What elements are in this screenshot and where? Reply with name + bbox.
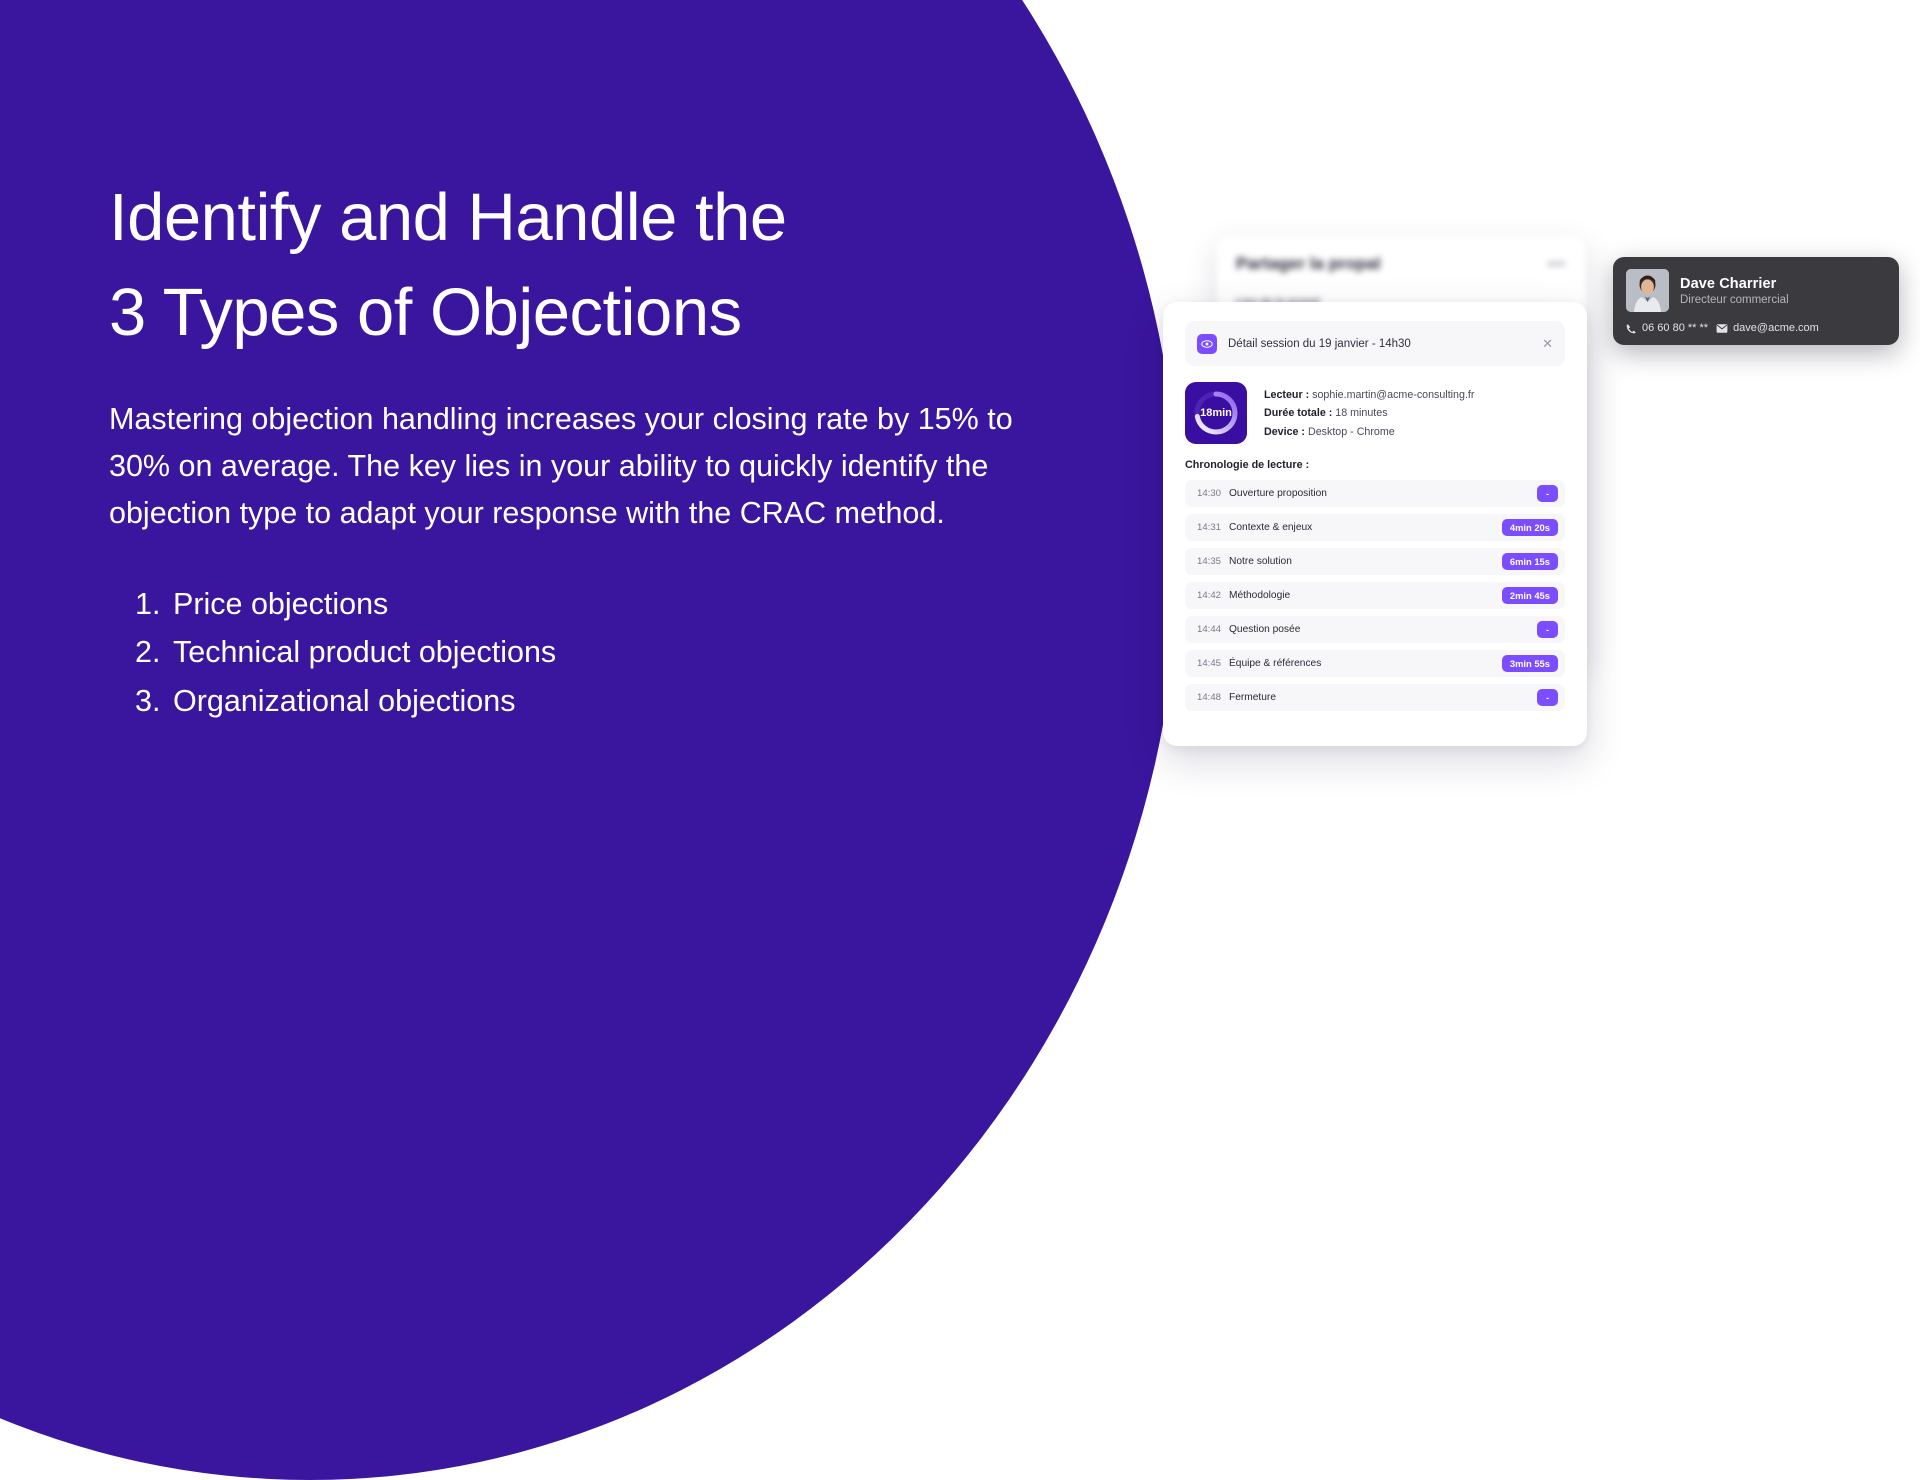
phone-icon xyxy=(1626,323,1636,333)
meta-row: Device : Desktop - Chrome xyxy=(1264,423,1474,441)
reading-timeline: 14:30 Ouverture proposition - 14:31 Cont… xyxy=(1185,480,1565,711)
timeline-label: Fermeture xyxy=(1229,692,1276,703)
list-item-number: 3. xyxy=(135,683,161,718)
contact-role: Directeur commercial xyxy=(1680,293,1789,306)
duration-ring-value: 18min xyxy=(1200,407,1232,419)
timeline-time: 14:35 xyxy=(1197,556,1222,567)
list-item: 3. Organizational objections xyxy=(135,677,1069,725)
list-item-number: 1. xyxy=(135,587,161,622)
timeline-time: 14:45 xyxy=(1197,658,1222,669)
session-detail-card[interactable]: Détail session du 19 janvier - 14h30 ✕ xyxy=(1163,302,1587,746)
table-row[interactable]: 14:42 Méthodologie 2min 45s xyxy=(1185,582,1565,609)
timeline-label: Équipe & références xyxy=(1229,658,1322,669)
timeline-label: Méthodologie xyxy=(1229,590,1291,601)
slide-text-column: Identify and Handle the 3 Types of Objec… xyxy=(109,170,1069,725)
timeline-label: Notre solution xyxy=(1229,556,1292,567)
more-options-icon[interactable]: ••• xyxy=(1547,255,1566,273)
timeline-time: 14:42 xyxy=(1197,590,1222,601)
share-card-title: Partager la propal xyxy=(1236,254,1381,273)
timeline-section-label: Chronologie de lecture : xyxy=(1185,459,1310,471)
contact-email[interactable]: dave@acme.com xyxy=(1716,322,1819,334)
timeline-time: 14:30 xyxy=(1197,488,1222,499)
timeline-duration-badge: - xyxy=(1537,689,1558,706)
session-summary: 18min Lecteur : sophie.martin@acme-consu… xyxy=(1185,382,1565,444)
timeline-duration-badge: 4min 20s xyxy=(1501,519,1558,536)
contact-card-bottom: 06 60 80 ** ** dave@acme.com xyxy=(1626,322,1886,334)
contact-name: Dave Charrier xyxy=(1680,275,1777,292)
timeline-label: Ouverture proposition xyxy=(1229,488,1327,499)
close-icon[interactable]: ✕ xyxy=(1542,336,1553,351)
timeline-label: Contexte & enjeux xyxy=(1229,522,1313,533)
list-item-label: Price objections xyxy=(173,587,389,622)
timeline-label: Question posée xyxy=(1229,624,1301,635)
list-item: 2. Technical product objections xyxy=(135,628,1069,676)
objection-types-list: 1. Price objections 2. Technical product… xyxy=(135,580,1069,725)
table-row[interactable]: 14:44 Question posée - xyxy=(1185,616,1565,643)
meta-key: Durée totale : xyxy=(1264,407,1333,420)
table-row[interactable]: 14:31 Contexte & enjeux 4min 20s xyxy=(1185,514,1565,541)
meta-key: Device : xyxy=(1264,425,1305,438)
table-row[interactable]: 14:30 Ouverture proposition - xyxy=(1185,480,1565,507)
meta-row: Lecteur : sophie.martin@acme-consulting.… xyxy=(1264,386,1474,404)
meta-value: 18 minutes xyxy=(1335,407,1388,420)
contact-card-top: Dave Charrier Directeur commercial xyxy=(1626,269,1886,312)
session-meta-list: Lecteur : sophie.martin@acme-consulting.… xyxy=(1264,382,1474,441)
list-item-label: Organizational objections xyxy=(173,683,516,718)
timeline-duration-badge: 3min 55s xyxy=(1501,655,1558,672)
contact-card[interactable]: Dave Charrier Directeur commercial 06 60… xyxy=(1613,257,1899,345)
session-detail-header: Détail session du 19 janvier - 14h30 ✕ xyxy=(1185,321,1565,366)
timeline-time: 14:44 xyxy=(1197,624,1222,635)
list-item-number: 2. xyxy=(135,635,161,670)
timeline-duration-badge: - xyxy=(1537,485,1558,502)
table-row[interactable]: 14:45 Équipe & références 3min 55s xyxy=(1185,650,1565,677)
session-detail-title: Détail session du 19 janvier - 14h30 xyxy=(1228,337,1411,350)
avatar xyxy=(1626,269,1669,312)
meta-value: sophie.martin@acme-consulting.fr xyxy=(1312,389,1475,401)
timeline-time: 14:31 xyxy=(1197,522,1222,533)
duration-ring: 18min xyxy=(1185,382,1247,444)
contact-phone[interactable]: 06 60 80 ** ** xyxy=(1626,322,1708,334)
list-item: 1. Price objections xyxy=(135,580,1069,628)
slide-subtext: Mastering objection handling increases y… xyxy=(109,402,1013,530)
list-item-label: Technical product objections xyxy=(173,635,557,670)
meta-key: Lecteur : xyxy=(1264,389,1310,401)
timeline-duration-badge: - xyxy=(1537,621,1558,638)
share-card-title-row: Partager la propal ••• xyxy=(1236,254,1566,274)
mail-icon xyxy=(1716,323,1728,333)
contact-email-value: dave@acme.com xyxy=(1733,322,1819,334)
meta-value: Desktop - Chrome xyxy=(1307,425,1395,438)
meta-row: Durée totale : 18 minutes xyxy=(1264,404,1474,422)
table-row[interactable]: 14:48 Fermeture - xyxy=(1185,684,1565,711)
timeline-time: 14:48 xyxy=(1197,692,1222,703)
table-row[interactable]: 14:35 Notre solution 6min 15s xyxy=(1185,548,1565,575)
page-title: Identify and Handle the 3 Types of Objec… xyxy=(109,180,787,351)
contact-phone-value: 06 60 80 ** ** xyxy=(1642,322,1709,334)
timeline-duration-badge: 6min 15s xyxy=(1501,553,1558,570)
timeline-duration-badge: 2min 45s xyxy=(1501,587,1558,604)
eye-icon xyxy=(1197,333,1217,354)
